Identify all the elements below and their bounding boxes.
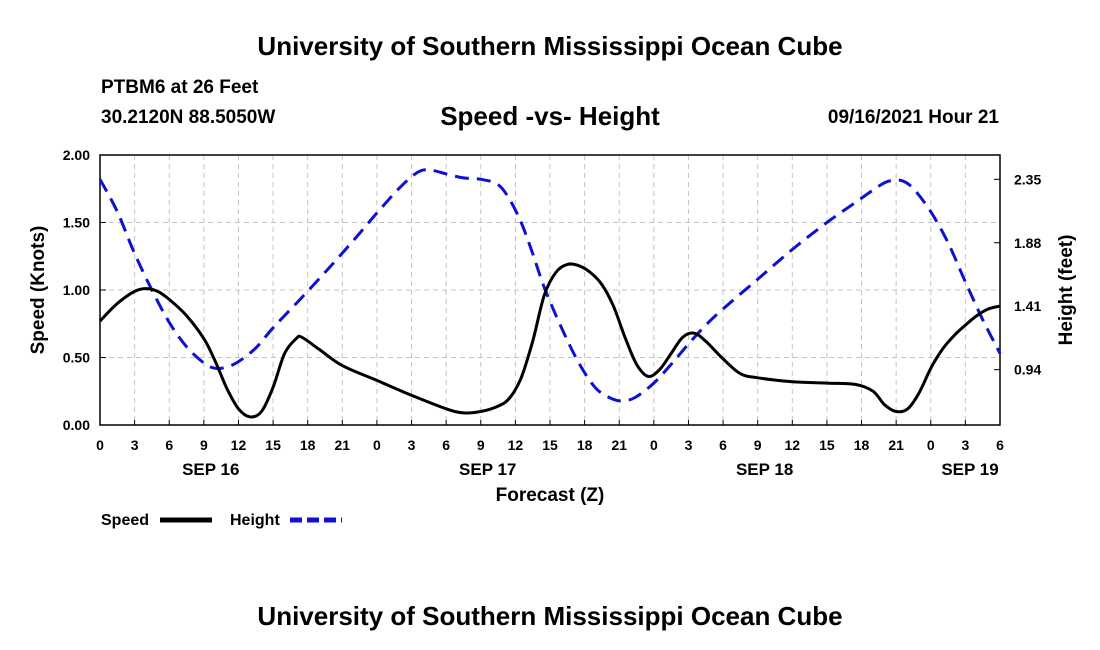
y-tick-label: 2.00 xyxy=(63,147,90,163)
x-tick-label: 0 xyxy=(650,437,658,453)
y-axis-label: Speed (Knots) xyxy=(28,226,49,355)
date-label: SEP 18 xyxy=(736,460,793,479)
y2-tick-label: 0.94 xyxy=(1014,362,1041,378)
x-tick-label: 9 xyxy=(200,437,208,453)
x-tick-label: 18 xyxy=(854,437,870,453)
x-tick-labels: 0 3 6 9 12 15 18 21 0 3 6 9 12 15 18 21 0 3 6 9 12 15 18 21 0 3 6 xyxy=(96,437,1004,453)
run-timestamp: 09/16/2021 Hour 21 xyxy=(827,107,999,128)
date-label: SEP 16 xyxy=(182,460,239,479)
x-tick-label: 12 xyxy=(231,437,247,453)
series-line-height xyxy=(98,168,1002,403)
x-tick-label: 6 xyxy=(442,437,450,453)
x-tick-label: 9 xyxy=(754,437,762,453)
date-labels: SEP 16 SEP 17 SEP 18 SEP 19 xyxy=(182,460,999,479)
x-tick-label: 12 xyxy=(508,437,524,453)
y2-tick-label: 2.35 xyxy=(1014,171,1041,187)
x-tick-label: 0 xyxy=(927,437,935,453)
x-tick-label: 21 xyxy=(335,437,351,453)
y-tick-label: 1.00 xyxy=(63,282,90,298)
y-tick-label: 0.00 xyxy=(63,417,90,433)
x-tick-label: 15 xyxy=(819,437,835,453)
x-axis-label: Forecast (Z) xyxy=(496,485,605,506)
x-tick-label: 21 xyxy=(611,437,627,453)
x-tick-label: 6 xyxy=(996,437,1004,453)
x-tick-label: 0 xyxy=(373,437,381,453)
page-title: University of Southern Mississippi Ocean… xyxy=(257,31,843,61)
y2-axis-label: Height (feet) xyxy=(1056,235,1077,346)
speed-height-chart: 0 3 6 9 12 15 18 21 0 3 6 9 12 15 18 21 0 3 6 9 12 15 18 21 0 3 6 … xyxy=(28,147,1077,529)
x-tick-label: 21 xyxy=(888,437,904,453)
x-tick-label: 18 xyxy=(300,437,316,453)
y2-tick-label: 1.41 xyxy=(1014,298,1041,314)
x-tick-label: 3 xyxy=(685,437,693,453)
legend-label-speed: Speed xyxy=(101,512,149,529)
y2-tick-label: 1.88 xyxy=(1014,235,1041,251)
legend-label-height: Height xyxy=(230,512,280,529)
x-tick-label: 3 xyxy=(961,437,969,453)
series-line-speed xyxy=(98,262,1001,419)
x-tick-label: 12 xyxy=(785,437,801,453)
x-tick-label: 18 xyxy=(577,437,593,453)
chart-title: Speed -vs- Height xyxy=(440,101,660,131)
station-name: PTBM6 at 26 Feet xyxy=(101,77,259,98)
station-coordinates: 30.2120N 88.5050W xyxy=(101,107,276,128)
date-label: SEP 17 xyxy=(459,460,516,479)
y-tick-label: 1.50 xyxy=(63,215,90,231)
y-tick-labels: 0.00 0.50 1.00 1.50 2.00 xyxy=(63,147,90,433)
grid xyxy=(100,155,1000,425)
x-tick-label: 0 xyxy=(96,437,104,453)
x-tick-label: 3 xyxy=(408,437,416,453)
y2-tick-labels: 0.94 1.41 1.88 2.35 xyxy=(1014,171,1041,377)
x-tick-label: 6 xyxy=(719,437,727,453)
footer-title: University of Southern Mississippi Ocean… xyxy=(257,601,843,631)
legend: Speed Height xyxy=(101,512,342,529)
x-tick-label: 15 xyxy=(542,437,558,453)
x-tick-label: 9 xyxy=(477,437,485,453)
data-series xyxy=(98,168,1002,419)
y-tick-label: 0.50 xyxy=(63,350,90,366)
x-tick-label: 15 xyxy=(265,437,281,453)
x-tick-label: 6 xyxy=(165,437,173,453)
x-tick-label: 3 xyxy=(131,437,139,453)
date-label: SEP 19 xyxy=(941,460,998,479)
